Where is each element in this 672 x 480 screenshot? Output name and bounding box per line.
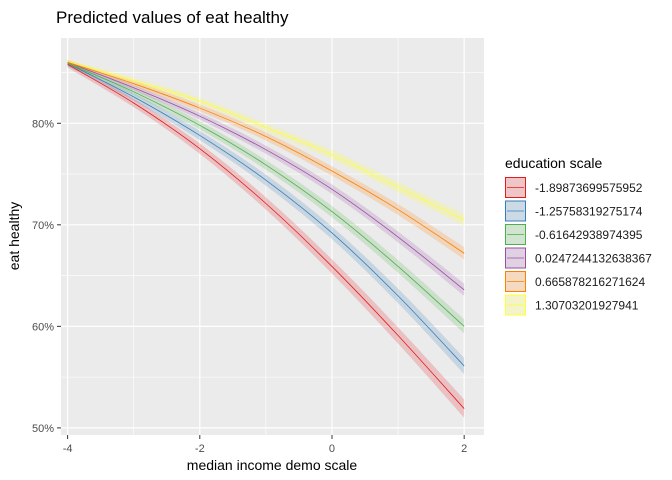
- y-tick-label: 50%: [32, 423, 54, 435]
- y-axis-title: eat healthy: [6, 202, 22, 271]
- legend-label-5: 0.665878216271624: [535, 275, 645, 289]
- legend-title: education scale: [505, 155, 603, 171]
- series-line-1: [67, 64, 465, 409]
- legend-label-3: -0.61642938974395: [535, 228, 643, 242]
- x-tick-label: -2: [195, 443, 205, 455]
- legend-label-4: 0.0247244132638367: [535, 252, 652, 266]
- series-line-4: [67, 61, 465, 291]
- chart-title: Predicted values of eat healthy: [56, 8, 289, 27]
- series-line-6: [67, 60, 465, 221]
- minor-gridlines: [61, 38, 484, 435]
- x-axis-title: median income demo scale: [187, 457, 358, 473]
- series-lines: [67, 60, 465, 409]
- series-line-5: [67, 61, 465, 254]
- plot-panel: [61, 38, 484, 435]
- x-axis: -4 -2 0 2: [63, 435, 467, 455]
- legend-label-2: -1.25758319275174: [535, 205, 643, 219]
- legend-label-6: 1.30703201927941: [535, 299, 639, 313]
- x-tick-label: 0: [329, 443, 335, 455]
- y-tick-label: 60%: [32, 321, 54, 333]
- x-tick-label: 2: [461, 443, 467, 455]
- series-line-3: [67, 63, 465, 327]
- y-axis: 50% 60% 70% 80%: [32, 118, 61, 435]
- x-tick-label: -4: [63, 443, 73, 455]
- legend-label-1: -1.89873699575952: [535, 181, 643, 195]
- y-tick-label: 70%: [32, 220, 54, 232]
- series-line-2: [67, 63, 465, 367]
- legend: education scale -1.89873699575952 -1.2575…: [505, 155, 652, 316]
- y-tick-label: 80%: [32, 118, 54, 130]
- major-gridlines: [61, 38, 484, 435]
